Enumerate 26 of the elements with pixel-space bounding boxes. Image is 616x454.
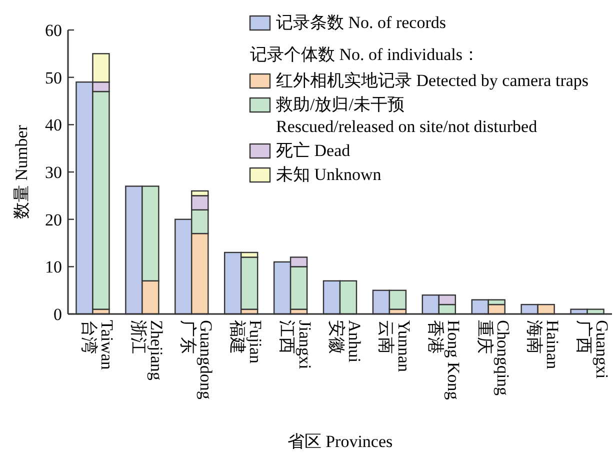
x-tick-label: 江西 Jiangxi bbox=[278, 320, 315, 370]
y-axis-title: 数量 Number bbox=[12, 124, 31, 219]
x-axis-title: 省区 Provinces bbox=[287, 432, 393, 451]
legend-title: 记录个体数 No. of individuals： bbox=[250, 45, 480, 64]
x-tick-label: 广西 Guangxi bbox=[574, 320, 612, 379]
x-tick-label: 浙江 Zhejiang bbox=[129, 320, 166, 381]
x-tick-label: 海南 Hainan bbox=[524, 320, 562, 370]
x-tick-label: 福建 Fujian bbox=[228, 320, 266, 364]
x-tick-label: 香港 Hong Kong bbox=[426, 320, 463, 400]
x-tick-label: 重庆 Chongqing bbox=[475, 320, 512, 396]
legend-label: 救助/放归/未干预 Rescued/released on site/not disturbed bbox=[275, 95, 538, 136]
y-tick-label: 10 bbox=[45, 258, 62, 277]
y-tick-label: 60 bbox=[45, 21, 62, 40]
legend-label: 死亡 Dead bbox=[276, 141, 351, 160]
y-tick-label: 20 bbox=[45, 210, 62, 230]
x-tick-label: 台湾 Taiwan bbox=[80, 320, 117, 370]
legend-label: 红外相机实地记录 Detected by camera traps bbox=[276, 71, 589, 90]
y-tick-label: 30 bbox=[45, 163, 62, 182]
x-tick-label: 安徽 Anhui bbox=[327, 320, 364, 363]
y-tick-label: 50 bbox=[45, 68, 62, 88]
y-tick-label: 0 bbox=[54, 305, 62, 324]
legend-label: 记录条数 No. of records bbox=[276, 13, 446, 32]
x-tick-label: 云南 Yunnan bbox=[376, 320, 414, 372]
y-tick-label: 40 bbox=[45, 116, 62, 135]
x-tick-label: 广东 Guangdong bbox=[178, 320, 216, 400]
legend-label: 未知 Unknown bbox=[276, 165, 382, 184]
